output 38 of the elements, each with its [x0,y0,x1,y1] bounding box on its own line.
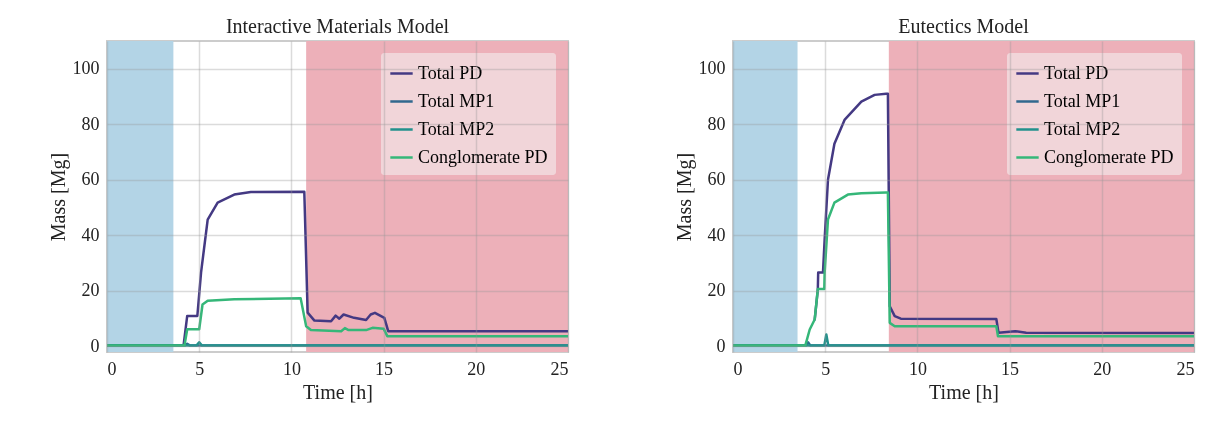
x-tick-label: 0 [733,358,743,379]
x-tick-label: 10 [282,358,301,379]
legend-label: Total MP2 [1044,118,1121,139]
y-tick-label: 100 [72,58,100,79]
y-tick-label: 80 [81,113,100,134]
y-tick-label: 0 [716,335,726,356]
chart-title: Interactive Materials Model [225,15,450,37]
x-tick-label: 25 [550,358,569,379]
x-axis-title: Time [h] [303,380,373,403]
y-tick-label: 0 [90,335,100,356]
x-tick-label: 25 [1176,358,1195,379]
x-tick-label: 5 [821,358,831,379]
y-tick-label: 100 [698,58,726,79]
legend-label: Conglomerate PD [1044,146,1174,167]
legend-label: Total MP1 [1044,90,1121,111]
y-tick-label: 40 [707,224,726,245]
x-axis-title: Time [h] [929,380,999,403]
x-tick-label: 10 [908,358,927,379]
y-tick-label: 20 [81,280,100,301]
x-tick-label: 5 [195,358,205,379]
legend-label: Total PD [418,62,483,83]
y-tick-label: 40 [81,224,100,245]
x-tick-label: 0 [107,358,117,379]
y-axis-title: Mass [Mg] [672,152,696,242]
y-tick-label: 60 [81,169,100,190]
x-tick-label: 15 [375,358,394,379]
x-tick-label: 15 [1001,358,1020,379]
y-tick-label: 60 [707,169,726,190]
chart-title: Eutectics Model [898,15,1030,37]
legend-label: Conglomerate PD [418,146,548,167]
legend-label: Total PD [1044,62,1109,83]
x-tick-label: 20 [1093,358,1112,379]
legend-label: Total MP2 [418,118,495,139]
y-axis-title: Mass [Mg] [46,152,70,242]
y-tick-label: 20 [707,280,726,301]
y-tick-label: 80 [707,113,726,134]
x-tick-label: 20 [467,358,486,379]
legend-label: Total MP1 [418,90,495,111]
